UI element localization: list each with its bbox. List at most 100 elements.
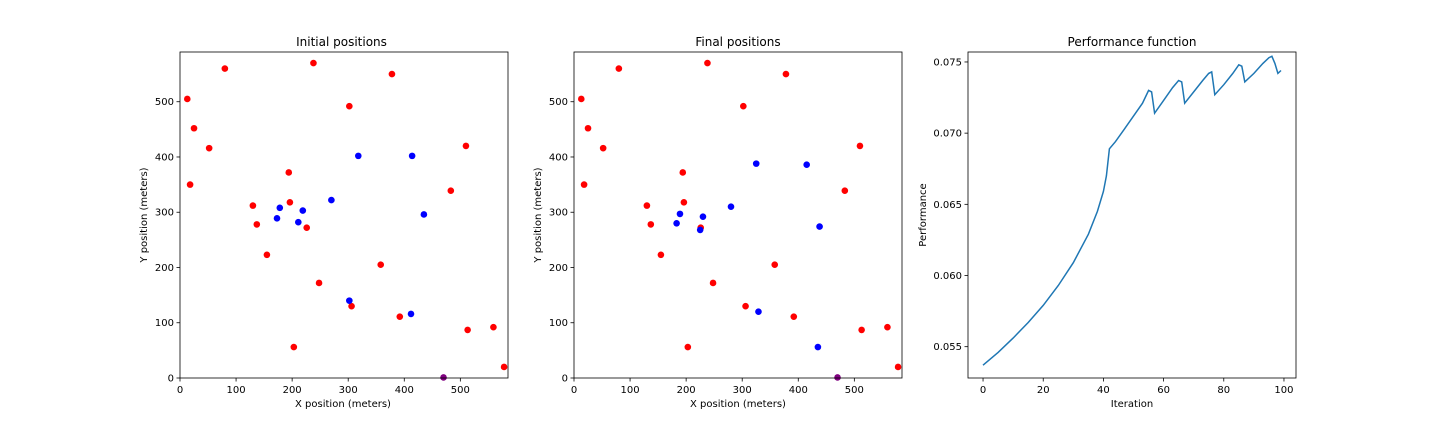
- chart-title: Performance function: [1068, 35, 1197, 49]
- scatter-point: [310, 59, 317, 67]
- performance-line: [982, 55, 1282, 366]
- scatter-point: [346, 297, 353, 304]
- scatter-point: [709, 279, 717, 287]
- scatter-point: [190, 124, 198, 132]
- y-axis-label: Y position (meters): [533, 167, 544, 263]
- scatter-point: [447, 187, 455, 194]
- x-tick-label: 20: [1037, 385, 1050, 396]
- scatter-point: [253, 221, 261, 228]
- scatter-point: [580, 181, 588, 188]
- x-tick-label: 100: [1274, 385, 1293, 396]
- scatter-point: [420, 211, 428, 218]
- scatter-point: [699, 213, 707, 220]
- scatter-point: [684, 343, 692, 351]
- scatter-point: [615, 65, 623, 72]
- x-tick-label: 500: [451, 385, 470, 396]
- x-tick-label: 200: [283, 385, 302, 396]
- y-tick-label: 300: [155, 208, 174, 219]
- x-tick-label: 0: [177, 385, 183, 396]
- scatter-point: [752, 160, 760, 167]
- scatter-point: [676, 210, 684, 218]
- x-tick-label: 100: [227, 385, 246, 396]
- y-tick-label: 400: [549, 152, 568, 163]
- scatter-point: [285, 169, 293, 176]
- scatter-point: [290, 343, 298, 351]
- x-axis-label: X position (meters): [690, 399, 786, 410]
- chart-title: Initial positions: [296, 35, 387, 49]
- scatter-point: [407, 310, 415, 318]
- y-tick-label: 500: [155, 97, 174, 108]
- scatter-point: [286, 198, 294, 206]
- y-tick-label: 100: [155, 318, 174, 329]
- chart-title: Final positions: [695, 35, 780, 49]
- scatter-point: [894, 363, 902, 371]
- scatter-point: [183, 95, 191, 103]
- scatter-point: [276, 204, 284, 212]
- x-tick-label: 300: [733, 385, 752, 396]
- scatter-point: [315, 279, 323, 287]
- scatter-point: [704, 59, 711, 67]
- initial-positions-chart: Initial positions X position (meters) Y …: [139, 35, 509, 410]
- scatter-point: [490, 323, 497, 331]
- y-axis-label: Y position (meters): [139, 167, 150, 263]
- final-positions-chart: Final positions X position (meters) Y po…: [533, 35, 903, 410]
- y-tick-label: 200: [549, 263, 568, 274]
- scatter-point: [263, 251, 271, 259]
- scatter-point: [673, 219, 680, 227]
- y-tick-label: 0.070: [933, 129, 962, 140]
- scatter-point: [328, 196, 335, 204]
- scatter-point: [816, 223, 823, 230]
- scatter-point: [303, 224, 311, 232]
- axes-frame: [967, 51, 1297, 379]
- x-tick-label: 300: [339, 385, 358, 396]
- y-tick-label: 0.075: [933, 57, 962, 68]
- x-tick-label: 40: [1097, 385, 1110, 396]
- scatter-point: [500, 363, 508, 371]
- scatter-point: [295, 218, 302, 226]
- scatter-point: [790, 313, 798, 320]
- y-tick-label: 100: [549, 318, 568, 329]
- scatter-point: [205, 144, 213, 152]
- scatter-point: [814, 343, 822, 351]
- scatter-point: [186, 181, 194, 188]
- x-tick-label: 80: [1217, 385, 1230, 396]
- scatter-point: [771, 261, 779, 269]
- scatter-point: [782, 70, 790, 78]
- scatter-point: [803, 161, 810, 169]
- scatter-point: [696, 226, 704, 234]
- scatter-point: [440, 374, 447, 381]
- y-tick-label: 500: [549, 97, 568, 108]
- x-tick-label: 200: [677, 385, 696, 396]
- y-tick-label: 0.060: [933, 271, 962, 282]
- scatter-point: [396, 313, 404, 320]
- scatter-point: [408, 152, 416, 160]
- y-tick-label: 0.055: [933, 342, 962, 353]
- scatter-point: [727, 203, 735, 211]
- x-tick-label: 60: [1157, 385, 1170, 396]
- axes-frame: [573, 51, 903, 379]
- scatter-point: [388, 70, 396, 78]
- y-axis-label: Performance: [918, 183, 929, 246]
- scatter-point: [249, 202, 257, 209]
- x-tick-label: 0: [571, 385, 577, 396]
- scatter-point: [348, 302, 355, 310]
- scatter-point: [577, 95, 585, 103]
- axes-frame: [179, 51, 509, 379]
- scatter-point: [834, 374, 841, 381]
- scatter-point: [299, 207, 307, 214]
- scatter-point: [884, 323, 891, 331]
- scatter-point: [599, 144, 607, 152]
- scatter-point: [377, 261, 385, 269]
- scatter-point: [680, 198, 688, 206]
- x-axis-label: X position (meters): [295, 399, 391, 410]
- scatter-point: [742, 302, 749, 310]
- scatter-point: [740, 102, 747, 110]
- scatter-point: [346, 102, 353, 110]
- scatter-point: [643, 202, 651, 209]
- scatter-point: [858, 326, 865, 334]
- scatter-point: [647, 221, 655, 228]
- y-tick-label: 0: [168, 374, 174, 385]
- scatter-point: [462, 142, 470, 150]
- y-tick-label: 0.065: [933, 200, 962, 211]
